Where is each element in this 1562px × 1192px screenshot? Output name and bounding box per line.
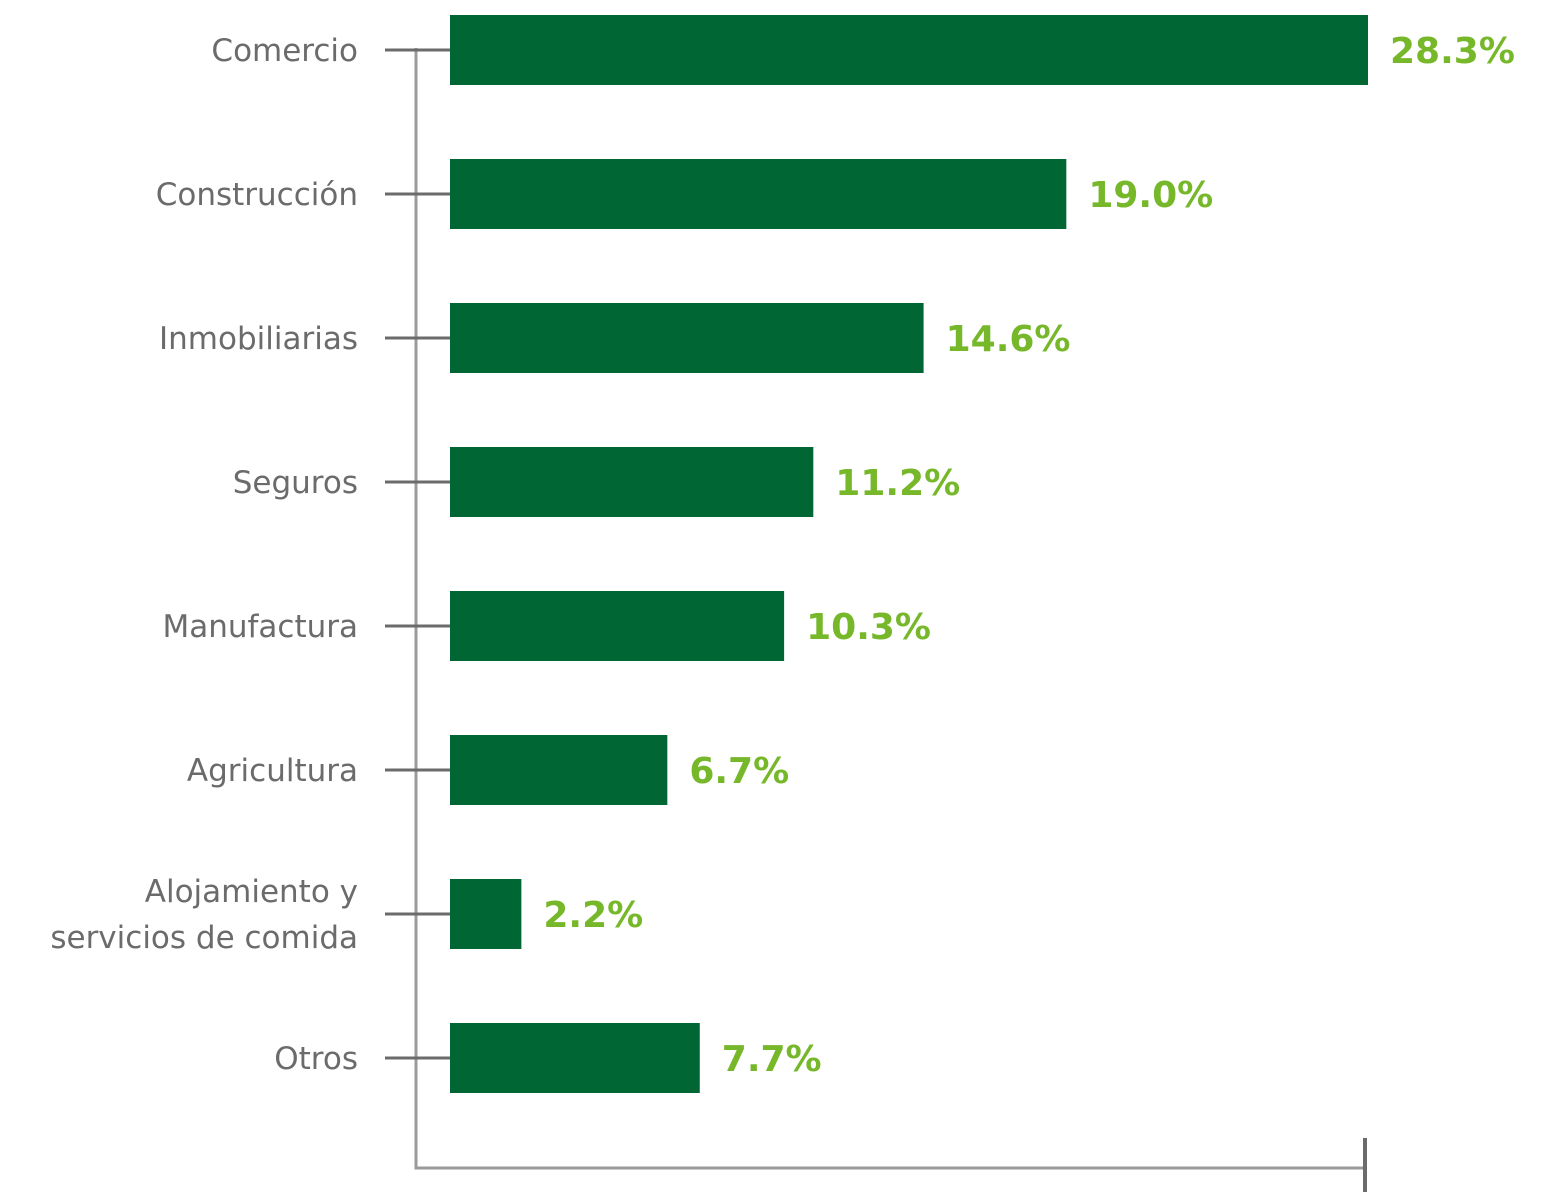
category-label: Agricultura <box>187 753 358 789</box>
category-label: Otros <box>274 1041 358 1077</box>
bar <box>450 1023 700 1093</box>
category-label: Seguros <box>233 465 358 501</box>
chart-bars <box>450 15 1368 1093</box>
bar <box>450 15 1368 85</box>
bar <box>450 159 1067 229</box>
value-label: 28.3% <box>1390 31 1515 72</box>
category-label: Construcción <box>156 177 358 213</box>
category-label-line: Inmobiliarias <box>159 321 358 357</box>
value-label: 19.0% <box>1088 175 1213 216</box>
category-label-line: Manufactura <box>162 609 358 645</box>
value-label: 2.2% <box>543 895 643 936</box>
category-label: Inmobiliarias <box>159 321 358 357</box>
category-label-line: Seguros <box>233 465 358 501</box>
category-label-line: Agricultura <box>187 753 358 789</box>
category-labels: Comercio Construcción Inmobiliarias Seguros… <box>50 33 358 1077</box>
bar <box>450 447 814 517</box>
category-label-line: Construcción <box>156 177 358 213</box>
category-label: Manufactura <box>162 609 358 645</box>
bar <box>450 879 522 949</box>
category-label-line: servicios de comida <box>50 920 358 956</box>
category-label-line: Otros <box>274 1041 358 1077</box>
bar <box>450 735 668 805</box>
bar <box>450 591 785 661</box>
chart-axes <box>385 48 1367 1192</box>
category-label: Comercio <box>211 33 358 69</box>
value-labels: 28.3% 19.0% 14.6% 11.2% 10.3% 6.7% 2.2% 7.7% <box>543 31 1515 1080</box>
value-label: 14.6% <box>946 319 1071 360</box>
value-label: 10.3% <box>806 607 931 648</box>
category-label-line: Comercio <box>211 33 358 69</box>
value-label: 11.2% <box>835 463 960 504</box>
category-label-line: Alojamiento y <box>145 874 358 910</box>
value-label: 7.7% <box>722 1039 822 1080</box>
bar <box>450 303 924 373</box>
value-label: 6.7% <box>689 751 789 792</box>
category-label: Alojamiento y servicios de comida <box>50 874 358 956</box>
